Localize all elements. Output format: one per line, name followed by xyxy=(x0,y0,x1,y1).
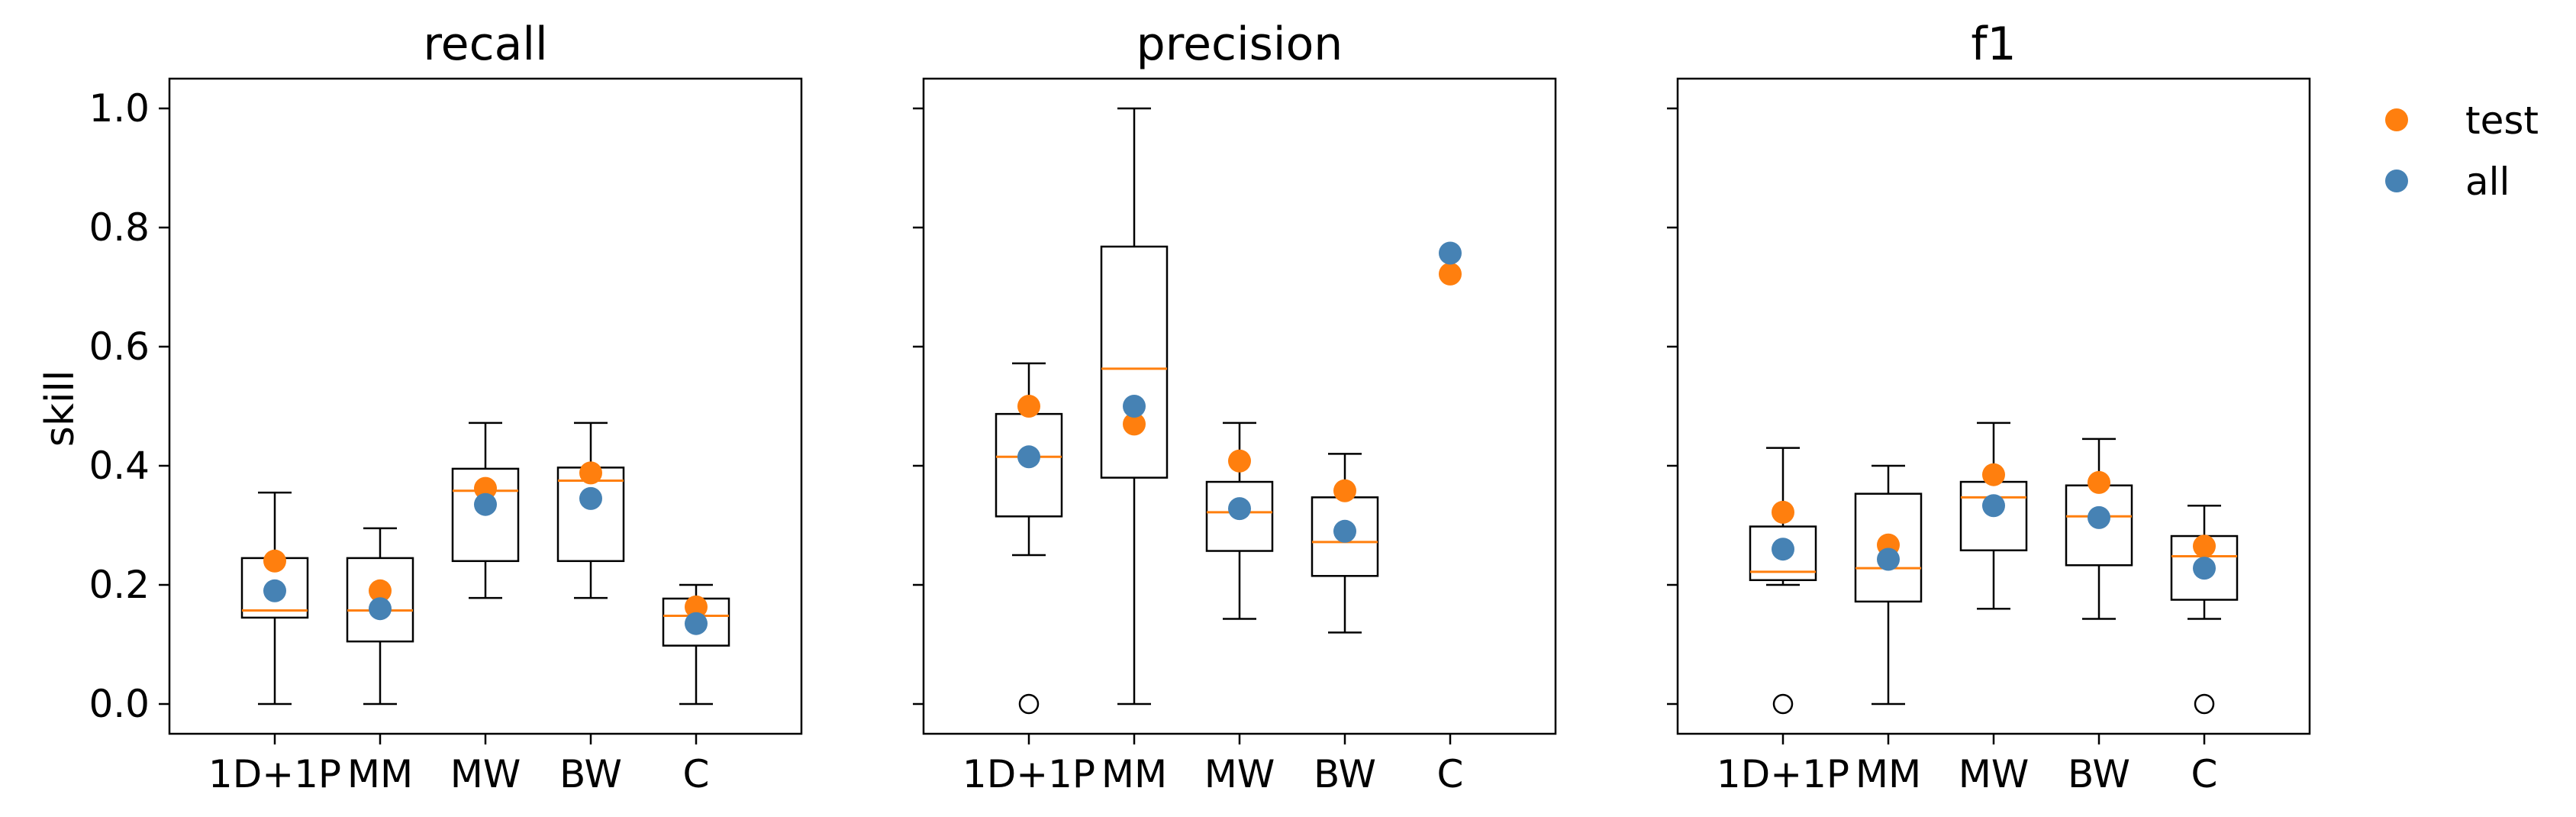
box-1D+1P xyxy=(240,491,309,706)
point-all xyxy=(1439,241,1462,265)
y-tick-label: 0.2 xyxy=(89,563,150,607)
x-tick-label: C xyxy=(1437,752,1464,796)
point-all xyxy=(2193,557,2216,580)
x-tick-label: MM xyxy=(347,752,413,796)
box-iqr xyxy=(1100,245,1169,479)
y-tick-label: 0.8 xyxy=(89,205,150,250)
point-test xyxy=(263,549,286,573)
x-tick-label: BW xyxy=(1314,752,1376,796)
box-iqr xyxy=(1205,480,1274,552)
panel-f1: f1 1D+1P MM MW BW C xyxy=(1667,18,2311,796)
point-test xyxy=(2088,470,2110,494)
box-iqr xyxy=(1854,492,1923,603)
x-tick-label: 1D+1P xyxy=(1717,752,1849,796)
point-all xyxy=(579,486,602,510)
panel-recall: recall 0.0 0.2 0.4 0.6 0.8 1.0 1D+1P MM MW BW C xyxy=(89,18,803,796)
box-MM xyxy=(1100,107,1169,706)
panel-precision: precision 1D+1P MM MW BW C xyxy=(913,18,1557,796)
x-tick-label: C xyxy=(683,752,710,796)
x-tick-label: BW xyxy=(2068,752,2130,796)
panel-title: recall xyxy=(423,18,547,71)
point-test xyxy=(1228,449,1251,473)
legend-marker-all xyxy=(2385,170,2408,192)
point-all xyxy=(2088,505,2110,529)
point-all xyxy=(685,612,708,635)
box-iqr xyxy=(451,467,520,563)
x-tick-label: MW xyxy=(1959,752,2030,796)
point-all xyxy=(474,492,497,516)
x-tick-label: MW xyxy=(450,752,521,796)
point-all xyxy=(1772,538,1794,561)
flier-point xyxy=(1772,693,1794,715)
legend: test all xyxy=(2385,98,2539,204)
x-tick-label: MW xyxy=(1204,752,1275,796)
legend-label-test: test xyxy=(2465,98,2539,143)
flier-point xyxy=(1018,693,1040,715)
x-tick-label: BW xyxy=(559,752,622,796)
box-C xyxy=(2170,505,2239,715)
point-test xyxy=(2193,534,2216,558)
flier-point xyxy=(2194,693,2215,715)
y-tick-label: 0.6 xyxy=(89,325,150,369)
point-all xyxy=(369,597,392,621)
y-tick-label: 0.4 xyxy=(89,444,150,488)
panel-title: precision xyxy=(1136,18,1343,71)
x-tick-label: MM xyxy=(1855,752,1921,796)
point-all xyxy=(1333,519,1356,543)
point-all xyxy=(1877,547,1900,571)
legend-marker-test xyxy=(2385,108,2408,131)
point-test xyxy=(1017,395,1040,418)
x-tick-label: MM xyxy=(1101,752,1167,796)
point-test xyxy=(1982,463,2005,486)
point-all xyxy=(1017,445,1040,469)
point-all xyxy=(1123,395,1146,418)
legend-label-all: all xyxy=(2465,160,2510,204)
point-all xyxy=(1982,494,2005,518)
panel-title: f1 xyxy=(1971,18,2016,71)
box-iqr xyxy=(346,557,414,643)
x-tick-label: C xyxy=(2191,752,2218,796)
y-tick-label: 1.0 xyxy=(89,86,150,131)
point-test xyxy=(579,461,602,485)
y-axis-label: skill xyxy=(37,370,83,447)
point-test xyxy=(1123,412,1146,436)
x-tick-label: 1D+1P xyxy=(962,752,1095,796)
point-test xyxy=(1439,262,1462,286)
point-test xyxy=(369,579,392,602)
point-all xyxy=(263,579,286,602)
point-all xyxy=(1228,497,1251,521)
point-test xyxy=(1333,479,1356,502)
point-test xyxy=(685,595,708,618)
point-test xyxy=(474,476,497,500)
box-iqr xyxy=(1749,525,1817,582)
point-test xyxy=(1772,500,1794,524)
x-tick-label: 1D+1P xyxy=(208,752,341,796)
y-tick-label: 0.0 xyxy=(89,682,150,726)
